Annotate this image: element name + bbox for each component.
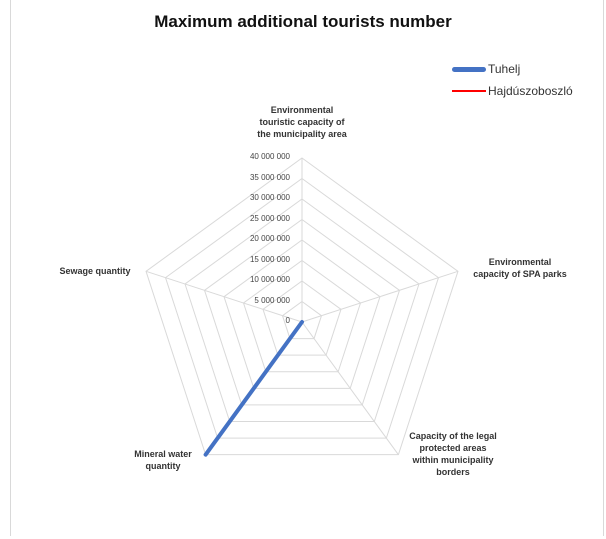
axis-label: Capacity of the legal protected areas with… [393, 430, 513, 478]
legend-item-hajduszoboszlo: Hajdúszoboszló [452, 84, 573, 98]
axis-label-line: the municipality area [257, 129, 347, 139]
axis-label-line: protected areas [419, 443, 487, 453]
axis-label: Environmental capacity of SPA parks [460, 256, 580, 280]
legend-swatch-tuhelj [452, 66, 486, 72]
legend-item-tuhelj: Tuhelj [452, 62, 520, 76]
legend-swatch-hajduszoboszlo [452, 90, 486, 92]
legend-label-hajduszoboszlo: Hajdúszoboszló [488, 84, 573, 98]
grid-ring [145, 157, 459, 456]
tick-label: 40 000 000 [249, 152, 290, 161]
axis-label: Sewage quantity [35, 265, 155, 277]
tick-label: 5 000 000 [254, 295, 290, 305]
tick-label: 35 000 000 [249, 172, 290, 182]
tick-label: 0 [285, 316, 290, 325]
chart-frame [10, 0, 604, 536]
axis-spoke [145, 270, 303, 323]
axis-label-line: Capacity of the legal [409, 431, 497, 441]
axis-label-line: touristic capacity of [259, 117, 345, 127]
legend-label-tuhelj: Tuhelj [488, 62, 521, 76]
grid-ring [262, 280, 342, 356]
axis-label-line: Environmental [270, 105, 334, 115]
axis-label: Environmental touristic capacity of the mu… [237, 104, 367, 140]
chart-title: Maximum additional tourists number [154, 12, 452, 31]
tick-label: 15 000 000 [249, 254, 290, 264]
axis-label-line: within municipality [412, 455, 494, 465]
axis-label-line: quantity [145, 461, 181, 471]
axis-spoke [301, 321, 399, 455]
tick-label: 25 000 000 [249, 213, 290, 223]
axis-label-line: capacity of SPA parks [473, 269, 567, 279]
grid-ring [184, 198, 420, 423]
axis-label-line: borders [436, 467, 470, 477]
axis-label-line: Sewage quantity [59, 266, 131, 276]
axis-label-line: Mineral water [134, 449, 192, 459]
grid-ring [281, 300, 323, 340]
tick-label: 10 000 000 [249, 275, 290, 284]
axis-spoke [301, 270, 459, 323]
series-line-tuhelj [203, 320, 304, 457]
tick-label: 20 000 000 [249, 234, 290, 243]
axis-label: Mineral water quantity [108, 448, 218, 472]
axis-label-line: Environmental [488, 257, 552, 267]
grid-ring [203, 218, 401, 406]
grid-ring [242, 259, 362, 373]
tick-label: 30 000 000 [249, 193, 290, 202]
grid-ring [223, 239, 381, 389]
grid-ring [164, 177, 440, 439]
